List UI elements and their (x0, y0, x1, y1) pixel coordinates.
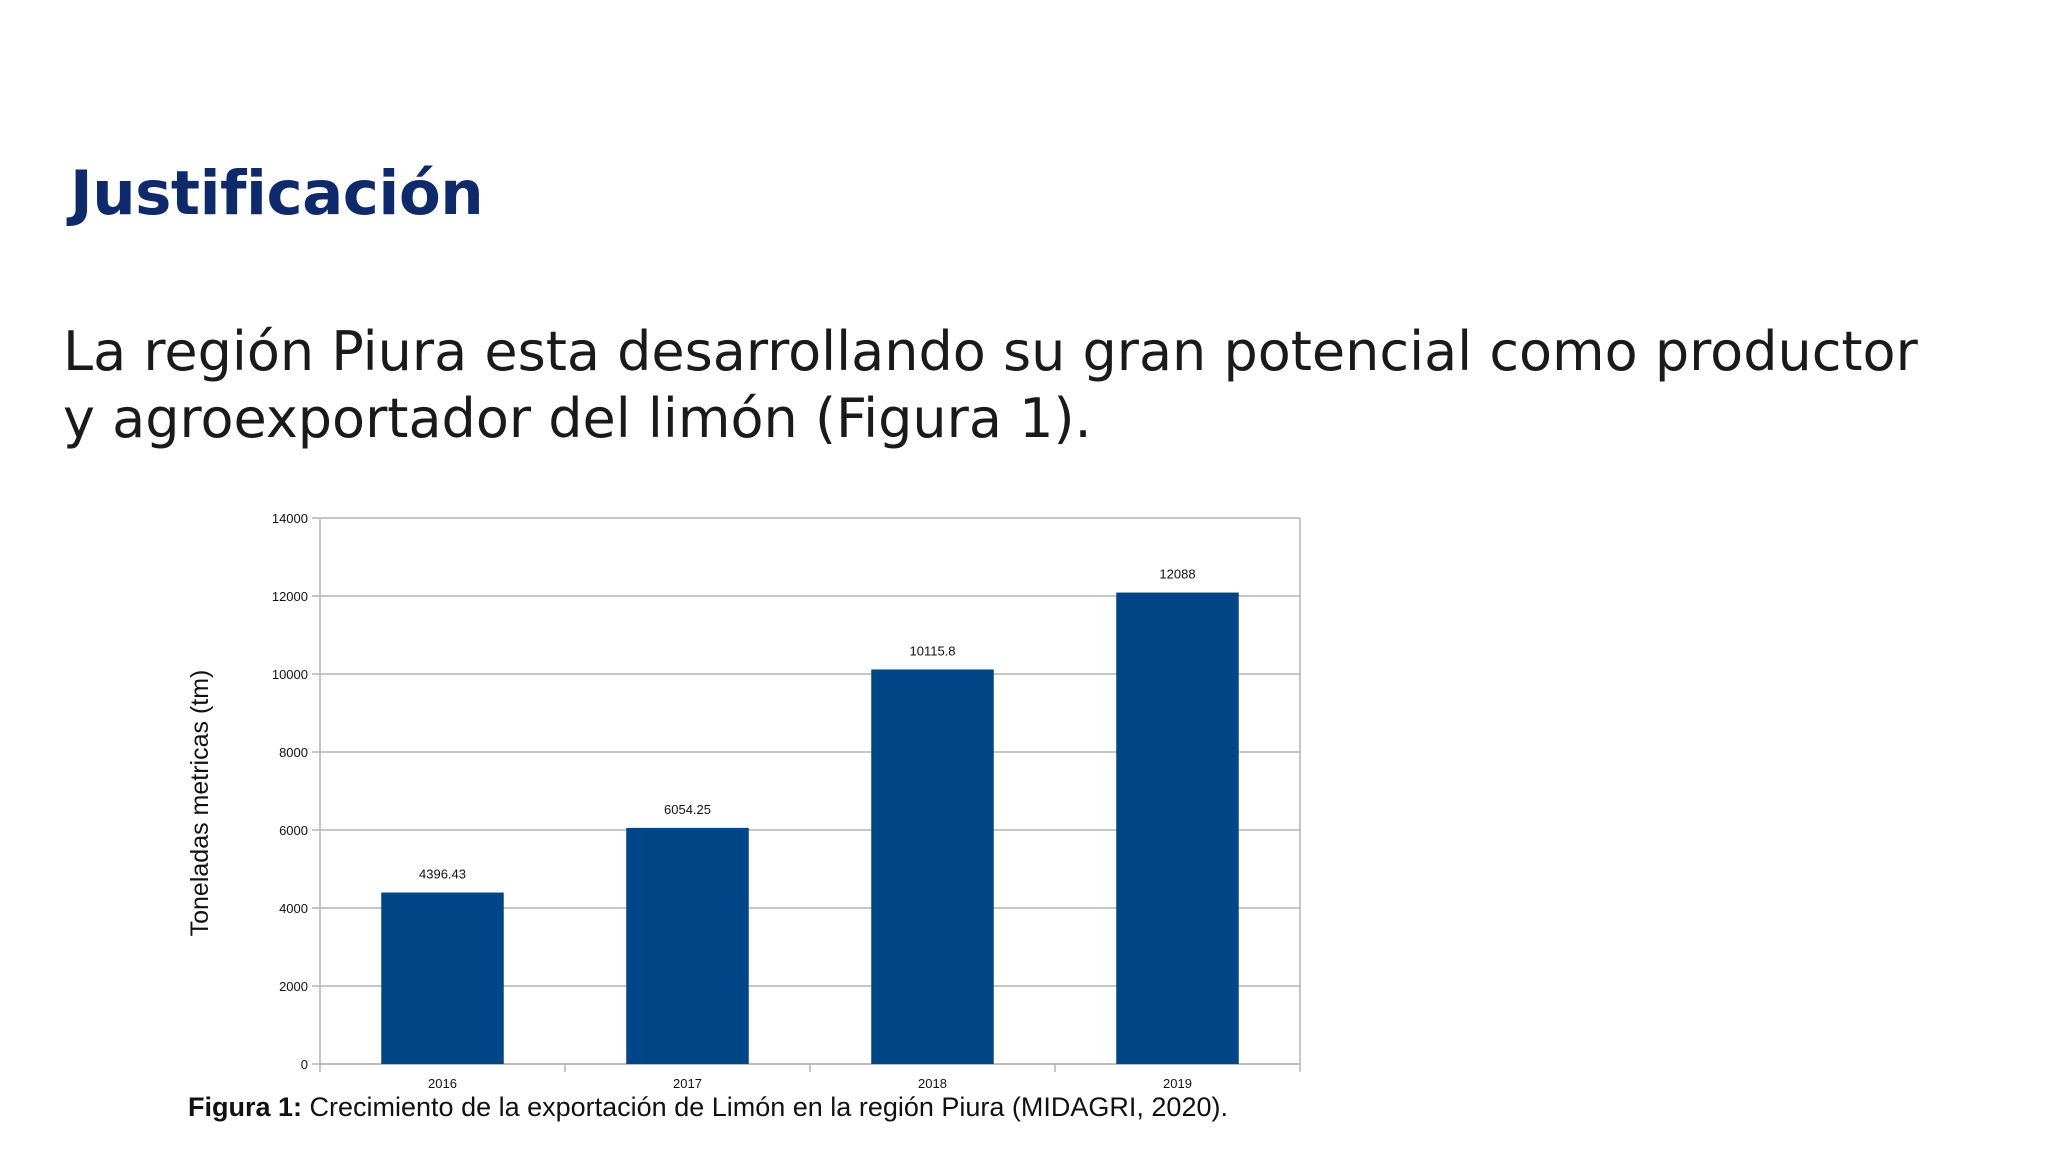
figure-caption-label: Figura 1: (188, 1092, 303, 1122)
bar (626, 827, 749, 1064)
y-tick-label: 0 (301, 1057, 308, 1072)
y-axis-label: Toneladas metricas (tm) (186, 670, 214, 937)
x-tick-label: 2017 (673, 1076, 702, 1091)
bar (871, 669, 994, 1064)
bar (1116, 592, 1239, 1064)
slide-body-text: La región Piura esta desarrollando su gr… (63, 320, 1918, 450)
y-tick-label: 8000 (279, 745, 308, 760)
y-tick-label: 14000 (272, 511, 308, 526)
data-label: 6054.25 (664, 802, 711, 817)
y-tick-label: 4000 (279, 901, 308, 916)
figure-caption: Figura 1: Crecimiento de la exportación … (188, 1092, 1228, 1123)
slide-title: Justificación (70, 158, 484, 229)
y-tick-label: 6000 (279, 823, 308, 838)
chart-labels: 0 2000 4000 6000 8000 10000 12000 14000 4396.43 2… (272, 511, 1196, 1091)
x-tick-label: 2016 (428, 1076, 457, 1091)
data-label: 4396.43 (419, 867, 466, 882)
chart-bars (381, 592, 1239, 1064)
y-tick-label: 12000 (272, 589, 308, 604)
data-label: 12088 (1159, 567, 1195, 582)
bar (381, 892, 504, 1064)
y-tick-label: 10000 (272, 667, 308, 682)
y-tick-label: 2000 (279, 979, 308, 994)
data-label: 10115.8 (909, 643, 955, 658)
x-tick-label: 2018 (918, 1076, 947, 1091)
figure-caption-text: Crecimiento de la exportación de Limón e… (302, 1092, 1228, 1122)
x-tick-label: 2019 (1163, 1076, 1192, 1091)
